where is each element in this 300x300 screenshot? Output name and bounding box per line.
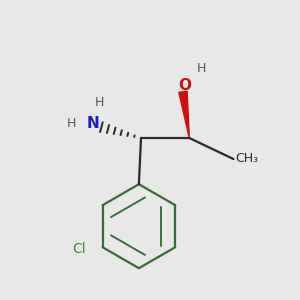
Text: H: H	[94, 96, 104, 109]
Text: O: O	[178, 78, 192, 93]
Polygon shape	[179, 91, 189, 138]
Text: H: H	[67, 117, 76, 130]
Text: Cl: Cl	[73, 242, 86, 256]
Text: CH₃: CH₃	[236, 152, 259, 166]
Text: H: H	[197, 62, 207, 75]
Text: N: N	[86, 116, 99, 131]
